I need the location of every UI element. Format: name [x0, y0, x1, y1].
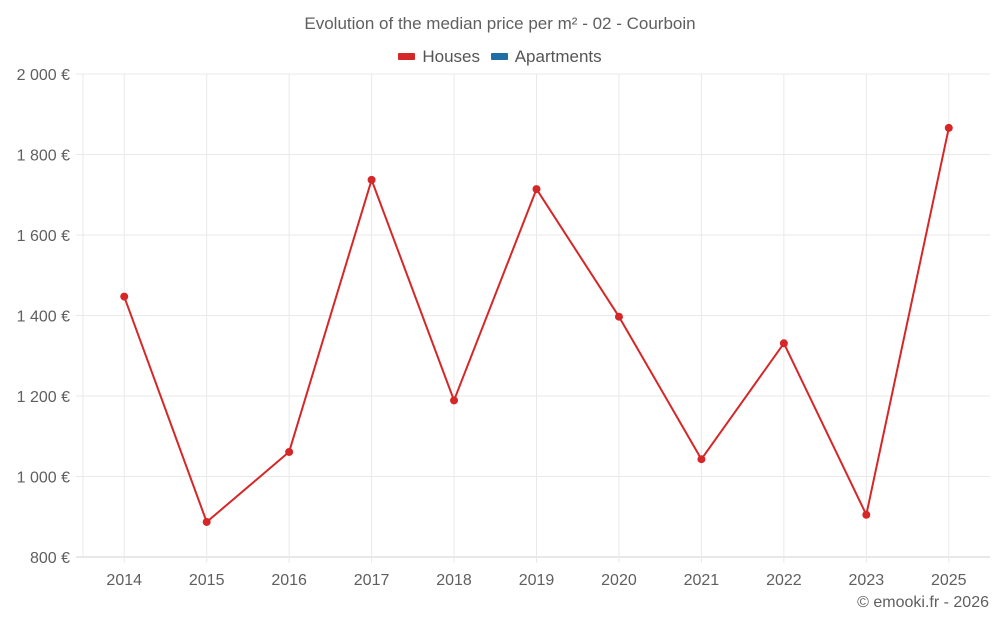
x-tick-label: 2015: [189, 572, 225, 589]
y-tick-label: 1 000 €: [17, 470, 70, 487]
y-tick-label: 1 200 €: [17, 389, 70, 406]
data-point[interactable]: [779, 339, 788, 348]
y-tick-label: 2 000 €: [17, 67, 70, 84]
legend-item-houses[interactable]: Houses: [398, 47, 480, 67]
data-point[interactable]: [944, 123, 953, 132]
houses-series: [120, 123, 953, 526]
x-tick-label: 2019: [519, 572, 555, 589]
data-point[interactable]: [450, 396, 459, 405]
legend: Houses Apartments: [0, 45, 1000, 67]
data-point[interactable]: [285, 447, 294, 456]
x-tick-label: 2021: [684, 572, 720, 589]
data-point[interactable]: [367, 175, 376, 184]
grid: [76, 73, 990, 563]
x-tick-label: 2014: [106, 572, 142, 589]
y-tick-label: 1 400 €: [17, 309, 70, 326]
houses-swatch-icon: [398, 53, 416, 60]
data-point[interactable]: [862, 510, 871, 519]
x-tick-label: 2017: [354, 572, 390, 589]
x-tick-label: 2016: [271, 572, 307, 589]
data-point[interactable]: [120, 292, 129, 301]
data-point[interactable]: [532, 185, 541, 194]
y-tick-label: 1 600 €: [17, 228, 70, 245]
x-tick-label: 2022: [766, 572, 802, 589]
x-tick-label: 2018: [436, 572, 472, 589]
y-tick-label: 800 €: [30, 550, 70, 567]
y-axis: 800 € 1 000 € 1 200 € 1 400 € 1 600 € 1 800 €…: [17, 67, 70, 567]
x-tick-label: 2025: [931, 572, 967, 589]
apartments-swatch-icon: [490, 53, 508, 60]
x-axis: 2014 2015 2016 2017 2018 2019 2020 2021 2022 2023…: [106, 572, 966, 589]
legend-label-houses: Houses: [422, 46, 480, 66]
legend-item-apartments[interactable]: Apartments: [490, 46, 602, 67]
y-tick-label: 1 800 €: [17, 148, 70, 165]
data-point[interactable]: [202, 517, 211, 526]
legend-label-apartments: Apartments: [514, 46, 602, 66]
data-point[interactable]: [697, 455, 706, 464]
x-tick-label: 2023: [849, 572, 885, 589]
x-tick-label: 2020: [601, 572, 637, 589]
credit-text: © emooki.fr - 2026: [857, 594, 989, 611]
chart-title: Evolution of the median price per m² - 0…: [304, 14, 696, 33]
data-point[interactable]: [614, 312, 623, 321]
